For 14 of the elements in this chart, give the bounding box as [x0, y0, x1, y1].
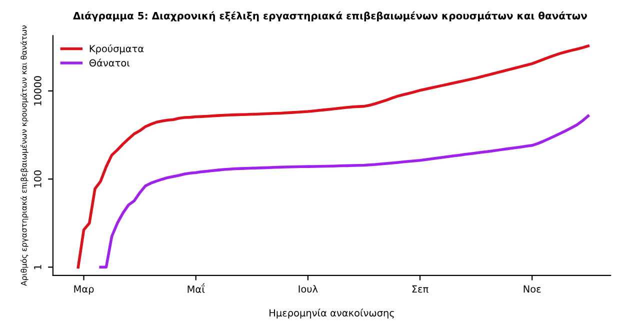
chart-title: Διάγραμμα 5: Διαχρονική εξέλιξη εργαστηριακά επιβεβαιωμένων κρουσμάτων και θανάτων: [73, 11, 587, 22]
y-tick-label: 10000: [34, 76, 42, 106]
x-tick-label: Μαρ: [74, 285, 94, 295]
line-series: [99, 114, 590, 269]
x-tick-label: Ιουλ: [298, 285, 318, 293]
y-tick-label: 1: [34, 264, 42, 270]
legend-label: Κρούσματα: [90, 44, 144, 54]
x-tick-label: Σεπ: [412, 285, 428, 293]
y-tick-label: 100: [34, 170, 42, 188]
x-tick-label: Μαΐ: [188, 283, 205, 293]
legend-label: Θάνατοι: [89, 58, 130, 67]
line-series: [76, 44, 590, 269]
x-axis-title: Ημερομηνία ανακοίνωσης: [270, 308, 394, 318]
x-tick-label: Νοε: [524, 285, 541, 293]
